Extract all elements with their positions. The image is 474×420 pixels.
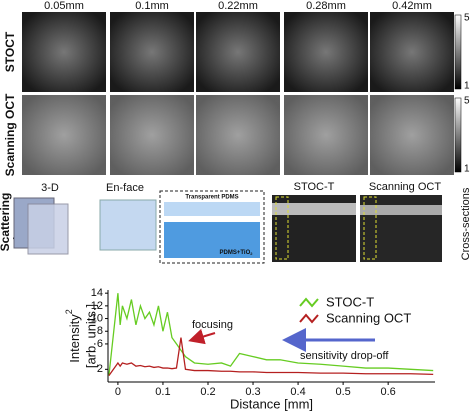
- roi: [275, 196, 289, 260]
- x-axis-label: Distance [mm]: [230, 396, 313, 411]
- label: 2: [250, 251, 253, 256]
- colorbar-max: 5: [464, 96, 470, 107]
- annotation: sensitivity drop-off: [300, 350, 389, 362]
- image-tile: [370, 95, 454, 175]
- y-axis-label: 2: [64, 309, 74, 314]
- column-label: 0.42mm: [392, 0, 432, 12]
- series-line: [108, 293, 434, 376]
- column-label: 0.1mm: [135, 0, 169, 12]
- label: Cross-sections: [460, 187, 472, 260]
- y-tick-label: 2: [97, 363, 103, 375]
- row-label: Scattering: [0, 193, 12, 252]
- annotation: focusing: [192, 319, 233, 331]
- x-tick-label: 0.4: [290, 386, 305, 398]
- row-label: Scanning OCT: [3, 93, 17, 176]
- label: Scanning OCT: [369, 181, 441, 193]
- y-tick-label: 6: [97, 338, 103, 350]
- colorbar-min: 1: [464, 164, 470, 175]
- series-line: [108, 337, 434, 377]
- x-tick-label: 0.3: [245, 386, 260, 398]
- label: Transparent PDMS: [185, 195, 238, 201]
- y-axis-label: Intensity: [67, 314, 82, 363]
- image-tile: [196, 12, 280, 92]
- label: 3-D: [41, 182, 59, 194]
- tio2-layer: [164, 222, 260, 258]
- legend-swatch: [299, 313, 319, 324]
- image-tile: [284, 12, 368, 92]
- x-tick-label: 0.2: [200, 386, 215, 398]
- y-axis-label: [arb. units.]: [83, 304, 98, 368]
- legend-swatch: [299, 297, 319, 308]
- image-tile: [22, 95, 106, 175]
- label: PDMS+TiO2: [220, 250, 254, 256]
- x-tick-label: 0.1: [155, 386, 170, 398]
- image-tile: [110, 12, 194, 92]
- y-tick-label: 14: [91, 287, 103, 299]
- column-label: 0.05mm: [44, 0, 84, 12]
- colorbar: [454, 14, 462, 90]
- x-tick-label: 0.6: [381, 386, 396, 398]
- column-label: 0.28mm: [306, 0, 346, 12]
- x-tick-label: 0: [115, 386, 121, 398]
- legend-label: Scanning OCT: [326, 310, 411, 325]
- label: PDMS+TiO: [220, 250, 251, 256]
- label: En-face: [106, 182, 144, 194]
- y-tick-label: 12: [91, 300, 103, 312]
- pdms-layer: [164, 202, 260, 216]
- image-tile: [110, 95, 194, 175]
- phantom-enface: [99, 199, 157, 251]
- image-tile: [284, 95, 368, 175]
- arrow: [188, 328, 216, 345]
- colorbar-min: 1: [464, 81, 470, 92]
- y-tick-label: 8: [97, 325, 103, 337]
- image-tile: [22, 12, 106, 92]
- row-label: STOCT: [3, 31, 17, 72]
- colorbar-max: 5: [464, 13, 470, 24]
- cross-section-band: [272, 203, 356, 215]
- roi: [363, 196, 377, 260]
- y-tick-label: 10: [91, 312, 103, 324]
- x-tick-label: 0.5: [335, 386, 350, 398]
- y-axis-label: Intensity2: [64, 309, 82, 362]
- legend-label: STOC-T: [326, 294, 374, 309]
- colorbar: [454, 97, 462, 173]
- cross-section-band: [360, 205, 442, 215]
- image-tile: [196, 95, 280, 175]
- image-tile: [370, 12, 454, 92]
- label: STOC-T: [294, 181, 335, 193]
- column-label: 0.22mm: [218, 0, 258, 12]
- phantom-3d-layer: [27, 203, 69, 255]
